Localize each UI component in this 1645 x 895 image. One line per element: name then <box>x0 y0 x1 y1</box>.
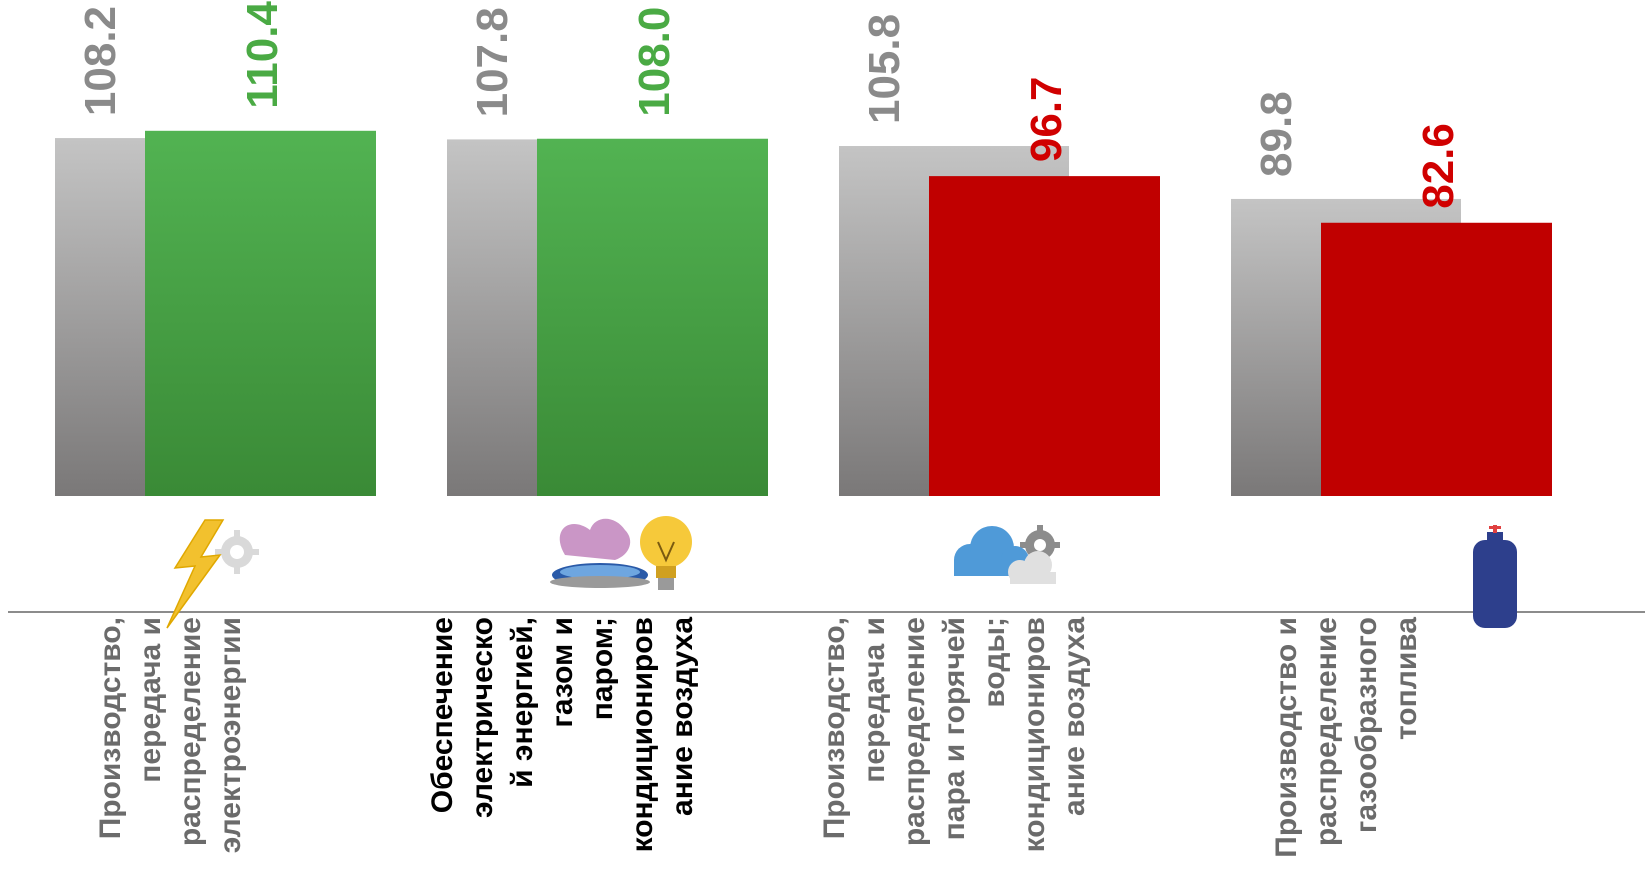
category-label-0-line-3: электроэнергии <box>214 617 247 853</box>
category-label-2-line-2: распределение <box>898 617 931 846</box>
bar-series2-0 <box>145 130 376 496</box>
category-label-1-line-2: й энергией, <box>506 617 539 788</box>
category-label-1-line-5: кондициониров <box>626 617 659 852</box>
category-label-2-line-4: воды; <box>978 617 1011 708</box>
bar-series2-1 <box>537 138 768 496</box>
category-label-2-line-6: ание воздуха <box>1058 617 1091 816</box>
category-label-0-line-2: распределение <box>174 617 207 846</box>
category-label-0-line-1: передача и <box>134 617 167 783</box>
value-label-series2-2: 96.7 <box>1022 76 1071 162</box>
value-label-series2-3: 82.6 <box>1414 123 1463 209</box>
value-label-series2-1: 108.0 <box>630 7 679 117</box>
category-label-2-line-1: передача и <box>858 617 891 783</box>
lightning-gear-icon <box>166 519 259 629</box>
category-label-1-line-0: Обеспечение <box>426 617 459 813</box>
value-label-series1-1: 107.8 <box>468 7 517 117</box>
bars-layer <box>55 130 1552 497</box>
category-labels-layer: Производство, передача и распределение элек… <box>94 617 1423 858</box>
category-label-2-line-5: кондициониров <box>1018 617 1051 852</box>
category-label-0-line-0: Производство, <box>94 617 127 839</box>
category-label-3-line-1: распределение <box>1310 617 1343 846</box>
value-label-series1-2: 105.8 <box>860 14 909 124</box>
value-label-series1-3: 89.8 <box>1252 91 1301 177</box>
gas-burner-bulb-icon <box>550 516 692 590</box>
category-label-2-line-0: Производство, <box>818 617 851 839</box>
bar-series2-2 <box>929 176 1160 496</box>
category-label-3-line-3: топлива <box>1390 617 1423 740</box>
category-label-1-line-4: паром; <box>586 617 619 720</box>
value-label-series2-0: 110.4 <box>238 1 287 109</box>
value-labels-layer: 108.2 110.4 107.8 108.0 105.8 96.7 89.8 82.6 <box>76 1 1463 209</box>
bar-series2-3 <box>1321 222 1552 496</box>
category-label-3-line-0: Производство и <box>1270 617 1303 858</box>
value-label-series1-0: 108.2 <box>76 6 125 116</box>
cloud-gear-icon <box>954 525 1060 584</box>
category-label-1-line-1: электрическо <box>466 617 499 818</box>
category-label-3-line-2: газообразного <box>1350 617 1383 833</box>
category-label-1-line-3: газом и <box>546 617 579 728</box>
gas-cylinder-icon <box>1473 525 1517 628</box>
category-icons-layer <box>166 516 1517 629</box>
category-label-1-line-6: ание воздуха <box>666 617 699 816</box>
category-label-2-line-3: пара и горячей <box>938 617 971 840</box>
